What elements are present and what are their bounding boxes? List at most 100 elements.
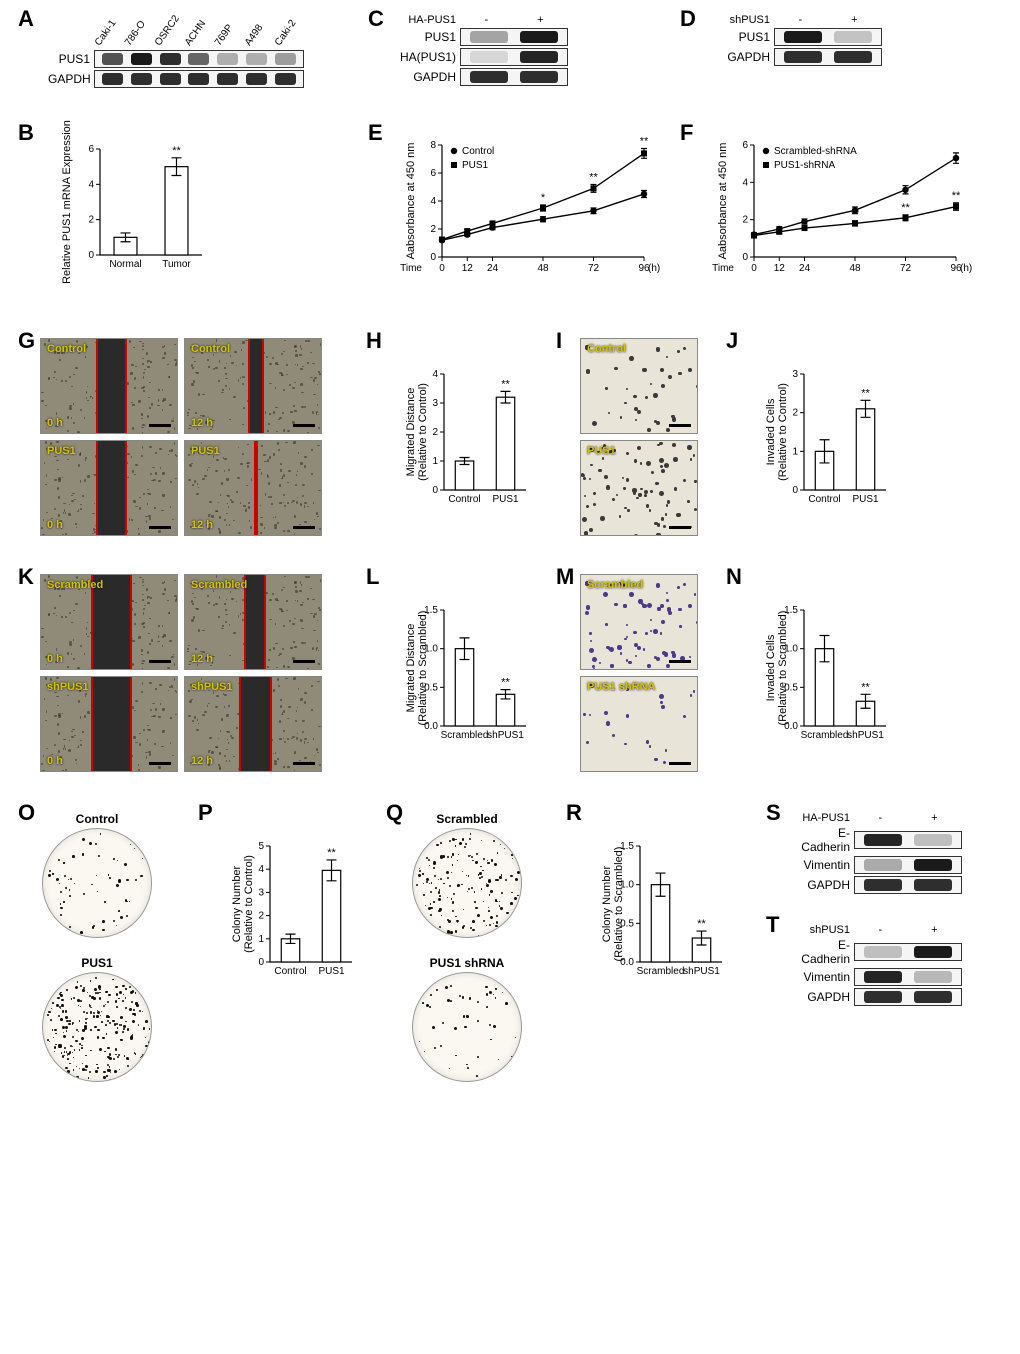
svg-text:Time: Time <box>400 263 422 274</box>
svg-text:**: ** <box>640 136 649 148</box>
micrograph-condition-label: shPUS1 <box>47 681 89 693</box>
micrograph-time-label: 12 h <box>191 653 213 665</box>
blot-row-label: PUS1 <box>712 30 774 44</box>
blot-row-label: PUS1 <box>398 30 460 44</box>
blot-header: shPUS1 <box>792 924 854 936</box>
panel-label-A: A <box>18 6 34 32</box>
micrograph-condition-label: Control <box>587 343 626 355</box>
line-chart-E: 0246801224487296Time(h)Aabsorbance at 45… <box>402 135 652 290</box>
svg-text:Tumor: Tumor <box>162 259 191 270</box>
blot-row-label: GAPDH <box>792 990 854 1004</box>
panel-label-J: J <box>726 328 738 354</box>
cell-line-label: Caki-1 <box>92 18 118 48</box>
svg-text:**: ** <box>901 202 910 214</box>
panel-label-C: C <box>368 6 384 32</box>
svg-text:Time: Time <box>712 263 734 274</box>
svg-text:12: 12 <box>774 263 786 274</box>
svg-text:**: ** <box>851 208 860 220</box>
blot-header: HA-PUS1 <box>792 812 854 824</box>
svg-text:Invaded Cells(Relative to Scra: Invaded Cells(Relative to Scrambled) <box>765 611 789 726</box>
svg-text:4: 4 <box>432 369 438 380</box>
cell-line-label: Caki-2 <box>272 18 298 48</box>
blot-header: HA-PUS1 <box>398 14 460 26</box>
svg-text:72: 72 <box>588 263 600 274</box>
panel-label-H: H <box>366 328 382 354</box>
svg-text:4: 4 <box>258 864 264 875</box>
svg-text:shPUS1: shPUS1 <box>487 730 524 741</box>
blot-row-label: GAPDH <box>792 878 854 892</box>
svg-text:2: 2 <box>430 224 436 235</box>
svg-text:PUS1: PUS1 <box>492 494 519 505</box>
svg-text:6: 6 <box>88 144 94 155</box>
svg-text:**: ** <box>697 918 706 930</box>
blot-row-label: HA(PUS1) <box>398 50 460 64</box>
panel-label-S: S <box>766 800 781 826</box>
micrograph-condition-label: Control <box>47 343 86 355</box>
micrograph-condition-label: PUS1 <box>587 445 616 457</box>
svg-text:*: * <box>541 192 546 204</box>
panel-label-O: O <box>18 800 35 826</box>
svg-text:Control: Control <box>448 494 480 505</box>
blot-condition: - <box>798 14 802 26</box>
svg-text:24: 24 <box>487 263 499 274</box>
blot-condition: + <box>931 924 937 936</box>
bar-chart-N: 0.00.51.01.5ScrambledshPUS1**Invaded Cel… <box>762 596 892 761</box>
svg-text:Scrambled: Scrambled <box>441 730 489 741</box>
svg-text:**: ** <box>589 171 598 183</box>
bar-chart-L: 0.00.51.01.5ScrambledshPUS1**Migrated Di… <box>402 596 532 761</box>
western-blot-A: Caki-1786-OOSRC2ACHN769PA498Caki-2PUS1GA… <box>48 14 304 90</box>
bar-chart-H: 01234ControlPUS1**Migrated Distance(Rela… <box>402 360 532 525</box>
dish-label: Control <box>42 812 152 826</box>
western-blot-C: HA-PUS1-+PUS1HA(PUS1)GAPDH <box>398 14 568 88</box>
micrograph-time-label: 12 h <box>191 417 213 429</box>
blot-header: shPUS1 <box>712 14 774 26</box>
svg-text:48: 48 <box>537 263 549 274</box>
svg-text:4: 4 <box>742 177 748 188</box>
svg-text:**: ** <box>327 847 336 859</box>
blot-condition: - <box>484 14 488 26</box>
cell-line-label: ACHN <box>182 18 207 48</box>
panel-label-Q: Q <box>386 800 403 826</box>
panel-label-N: N <box>726 564 742 590</box>
svg-text:shPUS1: shPUS1 <box>683 966 720 977</box>
micrograph-condition-label: PUS1 shRNA <box>587 681 655 693</box>
micrograph-time-label: 12 h <box>191 519 213 531</box>
bar-chart-J: 0123ControlPUS1**Invaded Cells(Relative … <box>762 360 892 525</box>
panel-label-R: R <box>566 800 582 826</box>
svg-text:0: 0 <box>430 252 436 263</box>
cell-line-label: 786-O <box>122 19 147 48</box>
svg-text:0: 0 <box>742 252 748 263</box>
blot-condition: + <box>537 14 543 26</box>
svg-text:1: 1 <box>792 446 798 457</box>
blot-row-label: E-Cadherin <box>792 938 854 966</box>
micrograph-time-label: 0 h <box>47 417 63 429</box>
svg-text:PUS1: PUS1 <box>318 966 345 977</box>
svg-text:Control: Control <box>274 966 306 977</box>
dish-label: Scrambled <box>412 812 522 826</box>
svg-text:Colony Number(Relative to Scra: Colony Number(Relative to Scrambled) <box>601 847 625 962</box>
colony-dish <box>412 972 522 1082</box>
svg-text:3: 3 <box>792 369 798 380</box>
micrograph-time-label: 0 h <box>47 755 63 767</box>
svg-text:Aabsorbance at 450 nm: Aabsorbance at 450 nm <box>405 143 417 260</box>
wound-heal-micrograph: shPUS1 0 h <box>40 676 178 772</box>
micrograph-time-label: 0 h <box>47 653 63 665</box>
svg-text:5: 5 <box>258 841 264 852</box>
svg-text:12: 12 <box>462 263 474 274</box>
svg-text:4: 4 <box>88 179 94 190</box>
svg-text:**: ** <box>952 190 961 202</box>
panel-label-E: E <box>368 120 383 146</box>
svg-text:Scrambled: Scrambled <box>637 966 685 977</box>
wound-heal-micrograph: PUS112 h <box>184 440 322 536</box>
blot-condition: + <box>851 14 857 26</box>
blot-condition: - <box>878 924 882 936</box>
blot-row-label: E-Cadherin <box>792 826 854 854</box>
svg-text:Colony Number(Relative to Cont: Colony Number(Relative to Control) <box>231 855 255 953</box>
svg-text:0: 0 <box>258 957 264 968</box>
svg-text:2: 2 <box>258 911 264 922</box>
western-blot-S: HA-PUS1-+E-CadherinVimentinGAPDH <box>792 812 962 896</box>
svg-text:72: 72 <box>900 263 912 274</box>
svg-text:Migrated Distance(Relative to: Migrated Distance(Relative to Scrambled) <box>405 611 429 726</box>
colony-dish <box>42 972 152 1082</box>
blot-condition: - <box>878 812 882 824</box>
